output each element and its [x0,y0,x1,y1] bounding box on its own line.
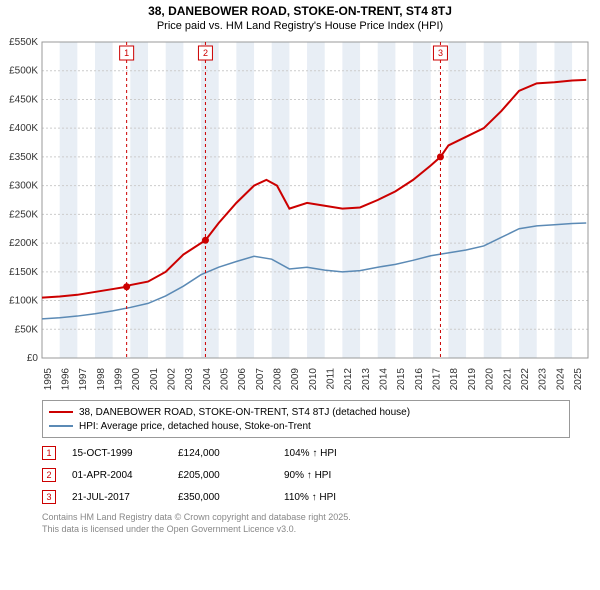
sale-row: 3 21-JUL-2017 £350,000 110% ↑ HPI [42,486,570,508]
footer-line-2: This data is licensed under the Open Gov… [42,524,570,536]
sale-price: £350,000 [178,492,268,503]
x-tick-label: 1995 [43,368,54,391]
x-tick-label: 1999 [114,368,125,391]
year-band [166,42,184,358]
page-subtitle: Price paid vs. HM Land Registry's House … [0,18,600,34]
x-tick-label: 2018 [449,368,460,391]
x-tick-label: 1998 [96,368,107,391]
x-tick-label: 2009 [290,368,301,391]
sale-price: £205,000 [178,470,268,481]
year-band [130,42,148,358]
legend-swatch [49,425,73,427]
year-band [554,42,572,358]
x-tick-label: 2004 [202,368,213,391]
legend-swatch [49,411,73,413]
x-tick-label: 2019 [467,368,478,391]
sale-row-marker: 2 [42,468,56,482]
sale-pct: 110% ↑ HPI [284,492,374,503]
legend-row: 38, DANEBOWER ROAD, STOKE-ON-TRENT, ST4 … [49,405,563,419]
x-tick-label: 2010 [308,368,319,391]
x-tick-label: 2008 [273,368,284,391]
x-tick-label: 2012 [343,368,354,391]
sale-pct: 104% ↑ HPI [284,448,374,459]
sale-marker-number: 3 [438,48,443,58]
legend-label: HPI: Average price, detached house, Stok… [79,421,311,432]
sale-row: 1 15-OCT-1999 £124,000 104% ↑ HPI [42,442,570,464]
sale-date: 15-OCT-1999 [72,448,162,459]
x-tick-label: 2015 [396,368,407,391]
chart-container: £0 £50K £100K £150K £200K £250K £300K £350K £400… [0,34,600,394]
x-tick-label: 2005 [220,368,231,391]
price-chart: £0 £50K £100K £150K £200K £250K £300K £350K £400… [0,34,600,394]
sale-marker-number: 2 [203,48,208,58]
x-tick-label: 2011 [326,368,337,390]
y-tick-label: £150K [9,267,38,278]
y-tick-label: £500K [9,66,38,77]
year-band [342,42,360,358]
y-tick-label: £300K [9,181,38,192]
y-tick-label: £200K [9,238,38,249]
page-title: 38, DANEBOWER ROAD, STOKE-ON-TRENT, ST4 … [0,0,600,18]
y-tick-label: £350K [9,152,38,163]
year-band [448,42,466,358]
x-tick-label: 2002 [167,368,178,391]
sales-table: 1 15-OCT-1999 £124,000 104% ↑ HPI 2 01-APR-20… [42,442,570,508]
x-tick-label: 2013 [361,368,372,391]
legend: 38, DANEBOWER ROAD, STOKE-ON-TRENT, ST4 … [42,400,570,438]
x-tick-label: 2014 [379,368,390,391]
y-tick-label: £100K [9,296,38,307]
y-tick-label: £400K [9,123,38,134]
year-band [378,42,396,358]
x-tick-label: 2024 [555,368,566,391]
x-tick-label: 2016 [414,368,425,391]
year-band [60,42,78,358]
x-tick-label: 2006 [237,368,248,391]
sale-marker-dot [437,153,444,160]
legend-row: HPI: Average price, detached house, Stok… [49,419,563,433]
footer-attribution: Contains HM Land Registry data © Crown c… [42,512,570,535]
x-tick-label: 2020 [485,368,496,391]
x-tick-label: 2025 [573,368,584,391]
sale-pct: 90% ↑ HPI [284,470,374,481]
x-tick-label: 2000 [131,368,142,391]
year-band [272,42,290,358]
sale-row: 2 01-APR-2004 £205,000 90% ↑ HPI [42,464,570,486]
x-tick-label: 2022 [520,368,531,391]
sale-date: 01-APR-2004 [72,470,162,481]
x-tick-label: 2017 [432,368,443,391]
sale-marker-number: 1 [124,48,129,58]
y-tick-label: £450K [9,94,38,105]
year-band [201,42,219,358]
x-tick-label: 2001 [149,368,160,391]
y-tick-label: £550K [9,37,38,48]
x-tick-label: 2021 [502,368,513,391]
y-tick-label: £50K [15,324,39,335]
x-tick-label: 1996 [61,368,72,391]
x-tick-label: 1997 [78,368,89,391]
sale-price: £124,000 [178,448,268,459]
x-tick-label: 2023 [538,368,549,391]
sale-marker-dot [123,283,130,290]
x-tick-label: 2007 [255,368,266,391]
y-tick-label: £250K [9,209,38,220]
sale-row-marker: 3 [42,490,56,504]
year-band [307,42,325,358]
y-tick-label: £0 [27,353,39,364]
x-tick-label: 2003 [184,368,195,391]
footer-line-1: Contains HM Land Registry data © Crown c… [42,512,570,524]
year-band [413,42,431,358]
legend-label: 38, DANEBOWER ROAD, STOKE-ON-TRENT, ST4 … [79,407,410,418]
year-band [484,42,502,358]
sale-date: 21-JUL-2017 [72,492,162,503]
sale-marker-dot [202,237,209,244]
sale-row-marker: 1 [42,446,56,460]
